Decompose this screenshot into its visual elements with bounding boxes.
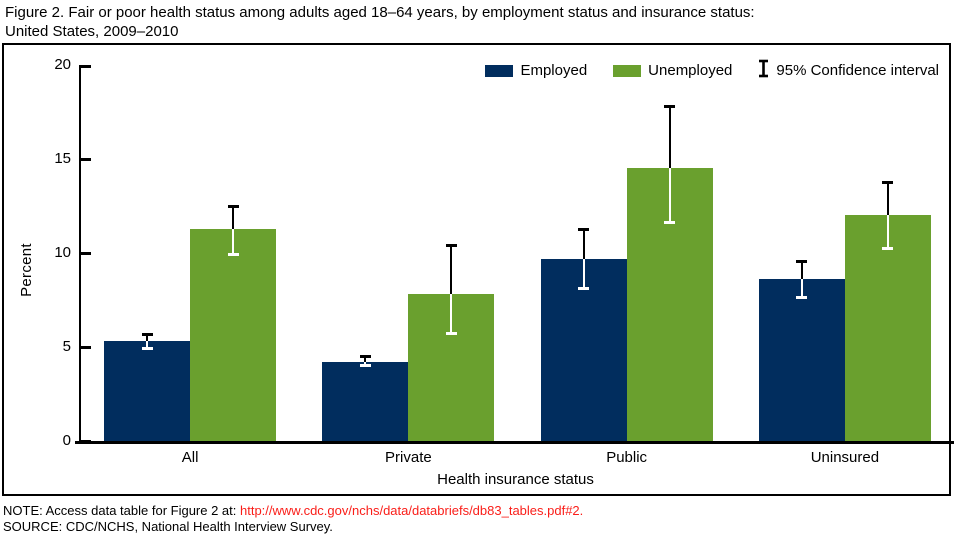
bar-unemployed-uninsured	[844, 215, 931, 441]
errorbar-employed-public-lower	[582, 258, 585, 289]
errorbar-unemployed-public-upper	[668, 106, 671, 169]
errorbar-unemployed-public-cap-high	[664, 105, 676, 109]
legend-item-unemployed: Unemployed	[613, 62, 732, 79]
chart-frame: Employed Unemployed 95% Confidence inter…	[2, 43, 954, 496]
errorbar-unemployed-private-cap-low	[445, 331, 457, 335]
errorbar-employed-all-upper	[146, 333, 149, 342]
errorbar-unemployed-private-upper	[450, 245, 453, 295]
employed-color-swatch	[485, 64, 514, 77]
y-tick-label-0: 0	[62, 432, 71, 449]
errorbar-employed-private-cap-high	[359, 355, 371, 359]
note-line: NOTE: Access data table for Figure 2 at:…	[3, 503, 583, 519]
y-tick-10	[81, 251, 91, 255]
plot-area: 0 5 10 15 20 All Private Public Uninsured	[54, 56, 954, 466]
errorbar-employed-uninsured-lower	[800, 279, 803, 299]
footnotes: NOTE: Access data table for Figure 2 at:…	[3, 503, 583, 535]
errorbar-employed-uninsured-cap-low	[796, 296, 808, 300]
legend-item-employed: Employed	[485, 62, 587, 79]
errorbar-employed-all-cap-low	[141, 346, 153, 350]
errorbar-unemployed-public-lower	[668, 168, 671, 223]
y-tick-5	[81, 345, 91, 349]
y-tick-label-5: 5	[62, 338, 71, 355]
errorbar-unemployed-all-cap-high	[227, 205, 239, 208]
figure-title: Figure 2. Fair or poor health status amo…	[5, 3, 945, 41]
x-category-label-all: All	[181, 449, 199, 466]
legend-item-confidence-interval: 95% Confidence interval	[758, 59, 939, 82]
errorbar-unemployed-private-cap-high	[445, 244, 457, 248]
figure-title-line2: United States, 2009–2010	[5, 23, 179, 40]
error-bar-icon	[758, 59, 769, 82]
x-axis-line	[75, 441, 954, 444]
errorbar-unemployed-uninsured-upper	[886, 181, 889, 216]
errorbar-unemployed-private-lower	[450, 294, 453, 334]
bar-employed-all	[104, 341, 191, 441]
data-table-link[interactable]: http://www.cdc.gov/nchs/data/databriefs/…	[240, 503, 584, 518]
errorbar-unemployed-all-cap-low	[227, 252, 239, 256]
legend-label-employed: Employed	[520, 62, 588, 79]
y-tick-label-15: 15	[54, 150, 71, 167]
errorbar-unemployed-uninsured-cap-low	[882, 247, 894, 251]
errorbar-employed-uninsured-upper	[800, 260, 803, 280]
errorbar-unemployed-all-lower	[232, 228, 235, 255]
legend: Employed Unemployed 95% Confidence inter…	[485, 59, 939, 82]
y-tick-0	[81, 439, 91, 443]
bar-employed-uninsured	[758, 279, 845, 441]
y-tick-label-20: 20	[54, 56, 71, 73]
note-prefix: NOTE: Access data table for Figure 2 at:	[3, 503, 240, 518]
bar-unemployed-all	[190, 228, 277, 441]
x-category-label-private: Private	[385, 449, 432, 466]
figure-title-line1: Figure 2. Fair or poor health status amo…	[5, 4, 755, 21]
x-category-label-public: Public	[606, 449, 648, 466]
legend-label-unemployed: Unemployed	[648, 62, 733, 79]
errorbar-employed-all-lower	[146, 341, 149, 349]
errorbar-unemployed-all-upper	[232, 206, 235, 229]
bar-employed-private	[322, 362, 409, 441]
y-tick-20	[81, 65, 91, 68]
errorbar-employed-uninsured-cap-high	[796, 259, 808, 263]
errorbar-employed-public-cap-low	[578, 286, 590, 290]
errorbar-unemployed-public-cap-low	[664, 220, 676, 224]
errorbar-employed-private-upper	[364, 356, 367, 363]
errorbar-unemployed-uninsured-lower	[886, 215, 889, 250]
errorbar-employed-public-cap-high	[578, 227, 590, 231]
x-category-label-uninsured: Uninsured	[810, 449, 880, 466]
y-tick-15	[81, 157, 91, 161]
x-axis-title: Health insurance status	[437, 471, 594, 488]
errorbar-employed-all-cap-high	[141, 332, 153, 336]
y-tick-label-10: 10	[54, 244, 71, 261]
legend-label-confidence-interval: 95% Confidence interval	[776, 62, 939, 79]
source-line: SOURCE: CDC/NCHS, National Health Interv…	[3, 519, 333, 534]
errorbar-employed-private-cap-low	[359, 363, 371, 367]
errorbar-employed-public-upper	[582, 228, 585, 259]
unemployed-color-swatch	[613, 64, 642, 77]
errorbar-unemployed-uninsured-cap-high	[882, 180, 894, 184]
